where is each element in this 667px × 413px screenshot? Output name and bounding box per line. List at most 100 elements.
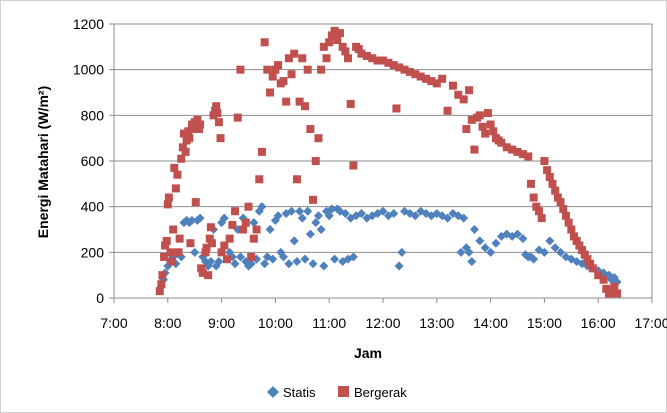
data-point-statis — [324, 211, 334, 221]
data-point-bergerak — [588, 264, 597, 273]
data-point-statis — [284, 259, 294, 269]
data-point-bergerak — [309, 195, 318, 204]
data-point-bergerak — [212, 102, 221, 111]
data-point-statis — [308, 259, 318, 269]
x-tick-label: 17:00 — [634, 315, 667, 331]
data-point-bergerak — [247, 252, 256, 261]
data-point-statis — [276, 247, 286, 257]
y-tick-label: 1000 — [73, 62, 104, 78]
data-point-bergerak — [178, 143, 187, 152]
data-point-bergerak — [572, 236, 581, 245]
data-point-statis — [311, 218, 321, 228]
data-point-statis — [235, 252, 245, 262]
data-point-statis — [268, 254, 278, 264]
data-point-bergerak — [548, 179, 557, 188]
data-point-bergerak — [161, 241, 170, 250]
data-point-statis — [313, 211, 323, 221]
data-point-statis — [300, 254, 310, 264]
data-point-statis — [265, 225, 275, 234]
data-point-statis — [195, 213, 205, 223]
data-point-bergerak — [317, 65, 326, 74]
data-point-bergerak — [290, 49, 299, 58]
data-point-statis — [273, 211, 283, 221]
data-point-bergerak — [214, 118, 223, 127]
data-point-bergerak — [233, 113, 242, 122]
data-point-statis — [260, 259, 270, 269]
data-point-bergerak — [524, 152, 533, 161]
x-tick-label: 16:00 — [581, 315, 616, 331]
y-tick-label: 200 — [81, 244, 105, 260]
x-tick-label: 13:00 — [419, 315, 454, 331]
data-point-statis — [343, 254, 353, 264]
x-tick-label: 7:00 — [100, 315, 127, 331]
x-tick-label: 11:00 — [312, 315, 346, 331]
data-point-bergerak — [448, 81, 457, 90]
x-tick-label: 15:00 — [527, 315, 562, 331]
data-point-bergerak — [201, 248, 210, 257]
data-point-bergerak — [155, 287, 164, 296]
data-point-bergerak — [175, 234, 184, 243]
data-point-bergerak — [319, 42, 328, 51]
data-point-statis — [410, 211, 420, 221]
data-point-bergerak — [559, 204, 568, 213]
data-point-bergerak — [244, 202, 253, 211]
data-point-bergerak — [483, 109, 492, 118]
data-point-bergerak — [169, 225, 178, 234]
data-point-bergerak — [475, 111, 484, 120]
data-point-statis — [348, 252, 358, 262]
data-point-bergerak — [195, 125, 204, 134]
data-point-bergerak — [217, 248, 226, 257]
data-point-bergerak — [225, 234, 234, 243]
x-tick-label: 9:00 — [208, 315, 235, 331]
data-point-bergerak — [181, 147, 190, 156]
data-point-bergerak — [395, 63, 404, 72]
data-point-bergerak — [532, 202, 541, 211]
data-point-bergerak — [292, 175, 301, 184]
data-point-bergerak — [502, 143, 511, 152]
data-point-bergerak — [529, 193, 538, 202]
data-point-bergerak — [287, 70, 296, 79]
data-point-bergerak — [564, 218, 573, 227]
legend-marker-bergerak — [338, 386, 349, 397]
data-point-bergerak — [333, 35, 342, 44]
data-point-bergerak — [231, 207, 240, 216]
data-point-statis — [459, 213, 469, 223]
data-point-bergerak — [578, 246, 587, 255]
data-point-statis — [219, 213, 229, 223]
data-point-bergerak — [335, 29, 344, 38]
data-point-bergerak — [160, 252, 169, 261]
data-point-bergerak — [295, 97, 304, 106]
legend-label-statis: Statis — [283, 385, 316, 400]
data-point-statis — [305, 229, 315, 239]
data-point-statis — [214, 256, 224, 266]
data-point-bergerak — [567, 225, 576, 234]
data-point-bergerak — [268, 72, 277, 81]
x-tick-label: 12:00 — [365, 315, 400, 331]
data-point-statis — [556, 247, 566, 257]
legend-marker-statis — [267, 386, 279, 398]
data-point-bergerak — [569, 232, 578, 241]
data-point-bergerak — [279, 77, 288, 86]
data-point-statis — [278, 252, 288, 262]
data-point-bergerak — [354, 45, 363, 54]
data-point-statis — [456, 247, 466, 257]
data-point-bergerak — [202, 243, 211, 252]
data-point-statis — [316, 225, 326, 234]
data-point-bergerak — [610, 282, 619, 291]
data-point-statis — [356, 209, 366, 219]
data-point-statis — [513, 229, 522, 239]
data-point-bergerak — [298, 54, 307, 63]
data-point-bergerak — [545, 172, 554, 181]
data-point-statis — [518, 234, 528, 244]
data-point-bergerak — [168, 257, 177, 266]
data-point-bergerak — [216, 134, 225, 143]
data-point-bergerak — [186, 239, 195, 248]
data-point-bergerak — [543, 166, 552, 175]
data-point-bergerak — [586, 259, 595, 268]
data-point-statis — [287, 206, 297, 216]
data-point-bergerak — [158, 271, 167, 280]
y-tick-label: 1200 — [73, 16, 104, 32]
data-point-bergerak — [341, 47, 350, 56]
data-point-bergerak — [467, 115, 476, 124]
data-point-statis — [486, 247, 496, 257]
